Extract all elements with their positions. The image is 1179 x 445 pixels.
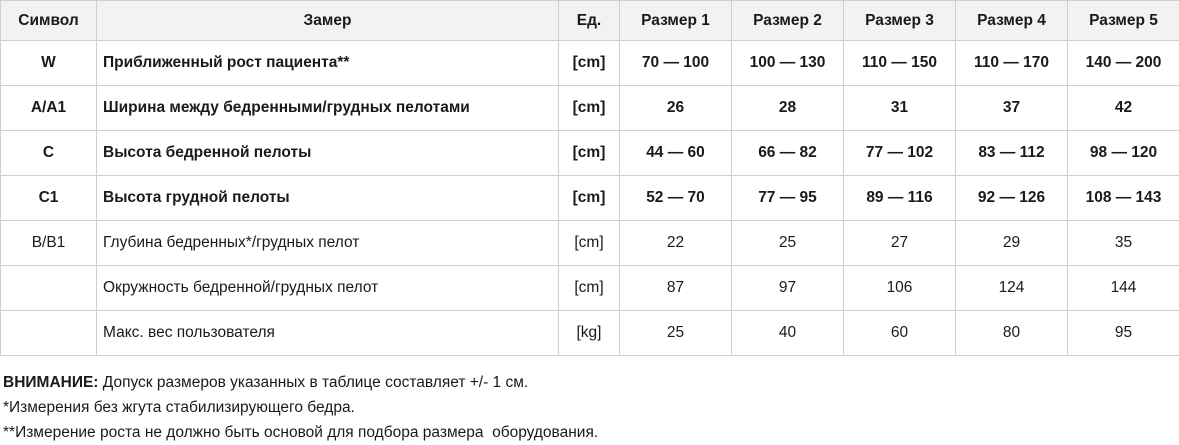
- table-header-row: Символ Замер Ед. Размер 1 Размер 2 Разме…: [1, 1, 1179, 41]
- cell-size-3: 27: [844, 221, 956, 266]
- cell-size-5: 108 — 143: [1068, 176, 1179, 221]
- cell-size-2: 97: [732, 266, 844, 311]
- table-row: C Высота бедренной пелоты [cm] 44 — 60 6…: [1, 131, 1179, 176]
- footnote-attention-text: Допуск размеров указанных в таблице сост…: [98, 374, 528, 391]
- column-header-measure: Замер: [97, 1, 559, 41]
- cell-unit: [kg]: [559, 311, 620, 356]
- size-specification-table: Символ Замер Ед. Размер 1 Размер 2 Разме…: [0, 0, 1179, 356]
- table-row: C1 Высота грудной пелоты [cm] 52 — 70 77…: [1, 176, 1179, 221]
- cell-size-2: 100 — 130: [732, 41, 844, 86]
- column-header-unit: Ед.: [559, 1, 620, 41]
- cell-unit: [cm]: [559, 221, 620, 266]
- cell-size-4: 83 — 112: [956, 131, 1068, 176]
- cell-unit: [cm]: [559, 41, 620, 86]
- cell-unit: [cm]: [559, 131, 620, 176]
- cell-symbol: C1: [1, 176, 97, 221]
- cell-size-4: 37: [956, 86, 1068, 131]
- cell-size-5: 95: [1068, 311, 1179, 356]
- table-row: A/A1 Ширина между бедренными/грудных пел…: [1, 86, 1179, 131]
- cell-measure: Ширина между бедренными/грудных пелотами: [97, 86, 559, 131]
- cell-size-4: 92 — 126: [956, 176, 1068, 221]
- cell-measure: Макс. вес пользователя: [97, 311, 559, 356]
- cell-size-3: 106: [844, 266, 956, 311]
- cell-symbol: [1, 266, 97, 311]
- cell-size-4: 80: [956, 311, 1068, 356]
- cell-size-5: 35: [1068, 221, 1179, 266]
- cell-size-1: 44 — 60: [620, 131, 732, 176]
- cell-unit: [cm]: [559, 176, 620, 221]
- cell-size-2: 77 — 95: [732, 176, 844, 221]
- table-header: Символ Замер Ед. Размер 1 Размер 2 Разме…: [1, 1, 1179, 41]
- cell-size-4: 29: [956, 221, 1068, 266]
- cell-size-1: 25: [620, 311, 732, 356]
- column-header-size-5: Размер 5: [1068, 1, 1179, 41]
- cell-size-4: 124: [956, 266, 1068, 311]
- cell-unit: [cm]: [559, 86, 620, 131]
- cell-size-2: 25: [732, 221, 844, 266]
- cell-size-3: 31: [844, 86, 956, 131]
- cell-size-2: 40: [732, 311, 844, 356]
- page-root: Символ Замер Ед. Размер 1 Размер 2 Разме…: [0, 0, 1179, 436]
- cell-symbol: C: [1, 131, 97, 176]
- cell-measure: Высота бедренной пелоты: [97, 131, 559, 176]
- footnote-double-asterisk: **Измерение роста не должно быть основой…: [3, 420, 1179, 445]
- table-row: Макс. вес пользователя [kg] 25 40 60 80 …: [1, 311, 1179, 356]
- table-row: B/B1 Глубина бедренных*/грудных пелот [c…: [1, 221, 1179, 266]
- cell-size-3: 60: [844, 311, 956, 356]
- cell-measure: Приближенный рост пациента**: [97, 41, 559, 86]
- cell-size-1: 87: [620, 266, 732, 311]
- footnote-attention: ВНИМАНИЕ: Допуск размеров указанных в та…: [3, 370, 1179, 395]
- cell-symbol: B/B1: [1, 221, 97, 266]
- cell-symbol: W: [1, 41, 97, 86]
- footnote-attention-label: ВНИМАНИЕ:: [3, 374, 98, 391]
- cell-measure: Глубина бедренных*/грудных пелот: [97, 221, 559, 266]
- cell-size-1: 26: [620, 86, 732, 131]
- footnotes: ВНИМАНИЕ: Допуск размеров указанных в та…: [0, 370, 1179, 445]
- cell-size-5: 98 — 120: [1068, 131, 1179, 176]
- cell-size-1: 52 — 70: [620, 176, 732, 221]
- cell-size-5: 140 — 200: [1068, 41, 1179, 86]
- column-header-size-4: Размер 4: [956, 1, 1068, 41]
- cell-size-3: 77 — 102: [844, 131, 956, 176]
- cell-size-3: 89 — 116: [844, 176, 956, 221]
- cell-symbol: A/A1: [1, 86, 97, 131]
- cell-size-1: 22: [620, 221, 732, 266]
- cell-size-5: 42: [1068, 86, 1179, 131]
- table-row: W Приближенный рост пациента** [cm] 70 —…: [1, 41, 1179, 86]
- cell-unit: [cm]: [559, 266, 620, 311]
- cell-size-2: 28: [732, 86, 844, 131]
- table-row: Окружность бедренной/грудных пелот [cm] …: [1, 266, 1179, 311]
- footnote-single-asterisk: *Измерения без жгута стабилизирующего бе…: [3, 395, 1179, 420]
- cell-size-1: 70 — 100: [620, 41, 732, 86]
- column-header-symbol: Символ: [1, 1, 97, 41]
- cell-symbol: [1, 311, 97, 356]
- column-header-size-3: Размер 3: [844, 1, 956, 41]
- cell-measure: Высота грудной пелоты: [97, 176, 559, 221]
- column-header-size-2: Размер 2: [732, 1, 844, 41]
- cell-size-3: 110 — 150: [844, 41, 956, 86]
- cell-measure: Окружность бедренной/грудных пелот: [97, 266, 559, 311]
- cell-size-4: 110 — 170: [956, 41, 1068, 86]
- cell-size-2: 66 — 82: [732, 131, 844, 176]
- column-header-size-1: Размер 1: [620, 1, 732, 41]
- cell-size-5: 144: [1068, 266, 1179, 311]
- table-body: W Приближенный рост пациента** [cm] 70 —…: [1, 41, 1179, 356]
